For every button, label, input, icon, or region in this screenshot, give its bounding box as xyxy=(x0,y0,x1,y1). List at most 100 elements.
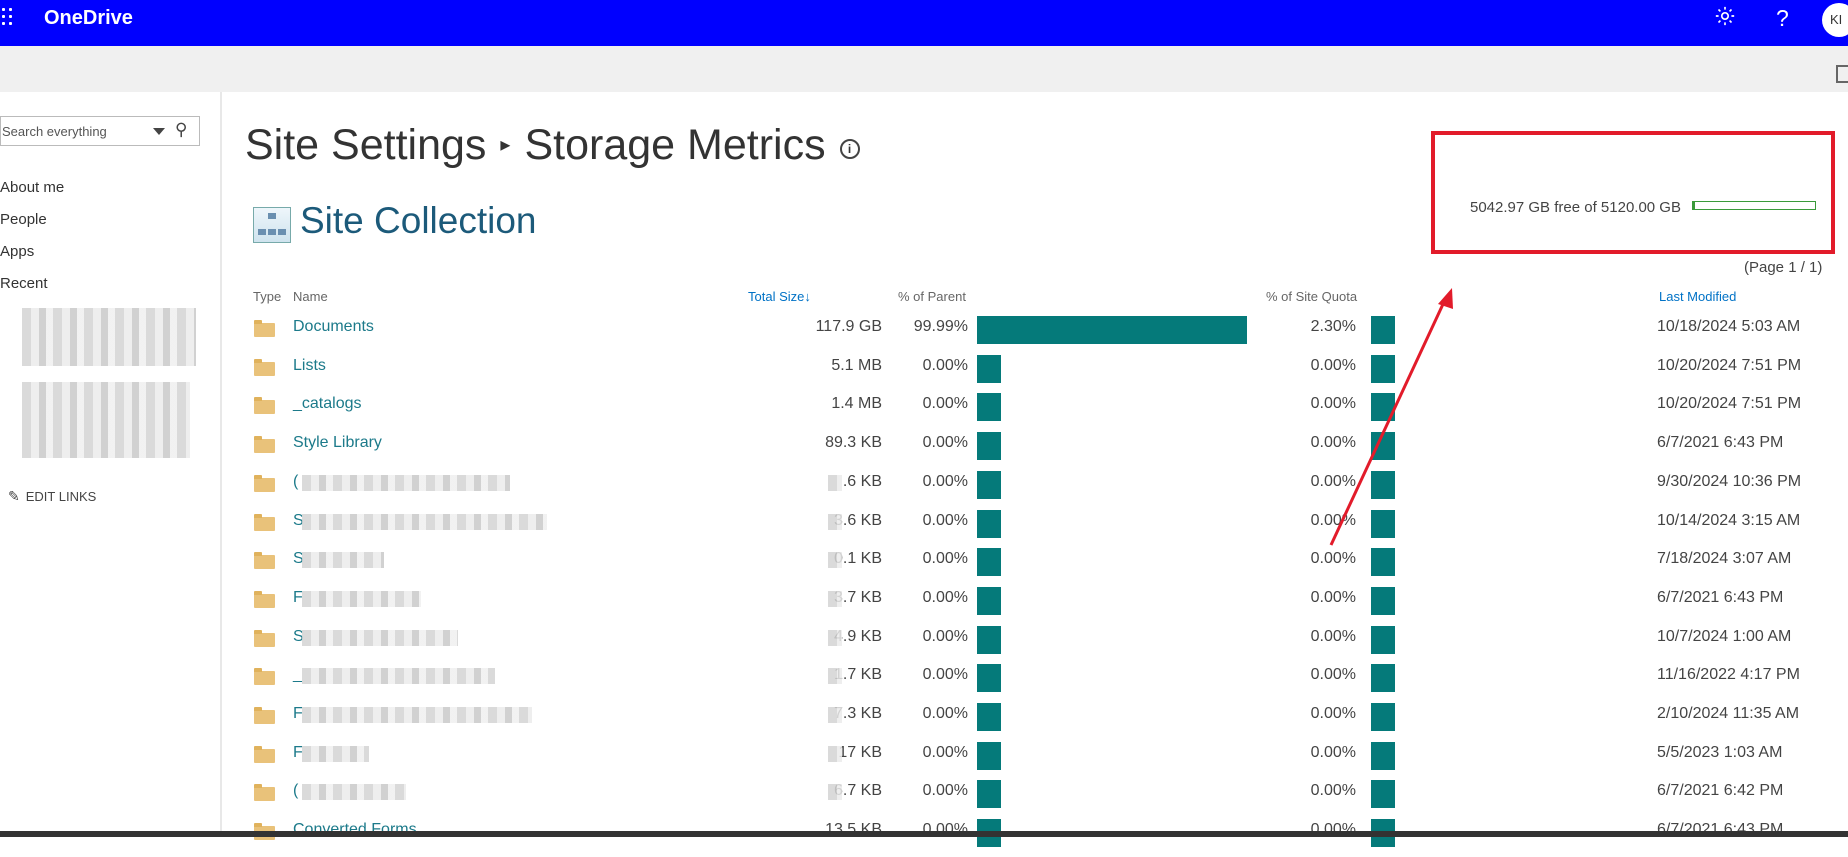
waffle-icon[interactable] xyxy=(0,6,16,30)
table-row: F 17 KB 0.00% 0.00% 5/5/2023 1:03 AM xyxy=(0,741,1848,780)
row-name-link[interactable]: ( xyxy=(293,472,299,490)
row-name-link[interactable]: _ xyxy=(293,666,302,684)
gear-icon[interactable] xyxy=(1714,5,1736,33)
table-row: Style Library 89.3 KB 0.00% 0.00% 6/7/2021 6… xyxy=(0,432,1848,470)
quota-bar xyxy=(1371,470,1395,499)
edit-links-link[interactable]: ✎ EDIT LINKS xyxy=(8,488,96,505)
header-pct-quota: % of Site Quota xyxy=(1266,289,1358,304)
folder-icon xyxy=(254,552,275,570)
row-pct-quota: 0.00% xyxy=(1310,743,1356,761)
ribbon-bar xyxy=(0,46,1848,92)
window-bottom-edge xyxy=(0,831,1848,837)
search-icon[interactable]: ⚲ xyxy=(175,120,188,139)
header-name: Name xyxy=(293,289,328,304)
row-last-modified: 6/7/2021 6:43 PM xyxy=(1657,434,1784,452)
redacted-size xyxy=(828,590,842,607)
row-last-modified: 10/7/2024 1:00 AM xyxy=(1657,627,1792,645)
nav-item-about-me[interactable]: About me xyxy=(0,179,65,196)
parent-bar xyxy=(977,316,1247,344)
row-size: 117.9 GB xyxy=(815,318,882,335)
row-pct-quota: 0.00% xyxy=(1310,356,1356,374)
folder-icon xyxy=(254,436,275,454)
suite-bar: OneDrive ? KI xyxy=(0,0,1848,46)
row-pct-parent: 0.00% xyxy=(922,782,968,800)
parent-bar xyxy=(977,393,1001,422)
quota-bar xyxy=(1371,548,1395,577)
row-size: 5.1 MB xyxy=(831,356,882,374)
nav-item-people[interactable]: People xyxy=(0,211,47,228)
row-pct-quota: 0.00% xyxy=(1310,434,1356,452)
folder-icon xyxy=(254,474,275,492)
row-name-link[interactable]: F xyxy=(293,588,303,606)
avatar[interactable]: KI xyxy=(1822,3,1848,37)
row-pct-parent: 0.00% xyxy=(922,434,968,452)
nav-item-recent[interactable]: Recent xyxy=(0,275,48,292)
row-name-link[interactable]: S xyxy=(293,627,304,645)
sort-descending-icon: ↓ xyxy=(804,289,811,304)
chevron-down-icon[interactable] xyxy=(153,128,165,135)
row-pct-parent: 0.00% xyxy=(922,472,968,490)
folder-icon xyxy=(254,397,275,415)
redacted-size xyxy=(828,668,842,685)
focus-content-icon[interactable] xyxy=(1836,65,1848,83)
row-pct-parent: 0.00% xyxy=(922,550,968,568)
quota-bar xyxy=(1371,393,1395,422)
quota-bar xyxy=(1371,354,1395,383)
folder-icon xyxy=(254,358,275,376)
parent-bar xyxy=(977,703,1001,731)
table-row: Lists 5.1 MB 0.00% 0.00% 10/20/2024 7:51 PM xyxy=(0,354,1848,393)
row-size: .6 KB xyxy=(842,472,882,490)
row-pct-quota: 2.30% xyxy=(1310,318,1356,335)
row-name-link[interactable]: F xyxy=(293,705,303,722)
row-pct-quota: 0.00% xyxy=(1310,588,1356,606)
row-pct-parent: 0.00% xyxy=(922,705,968,722)
quota-bar xyxy=(1692,201,1816,210)
page-title: Site Settings ▸ Storage Metrics i xyxy=(245,121,860,170)
help-icon[interactable]: ? xyxy=(1776,5,1789,31)
redacted-name xyxy=(302,474,510,491)
redacted-name xyxy=(302,668,495,685)
row-last-modified: 6/7/2021 6:43 PM xyxy=(1657,588,1784,606)
redacted-name xyxy=(302,590,421,607)
quota-bar xyxy=(1371,316,1396,344)
info-icon[interactable]: i xyxy=(839,139,860,159)
row-pct-quota: 0.00% xyxy=(1310,666,1356,684)
row-name-link[interactable]: ( xyxy=(293,782,299,800)
row-pct-parent: 0.00% xyxy=(922,666,968,684)
header-total-size[interactable]: Total Size↓ xyxy=(748,289,811,304)
row-last-modified: 10/18/2024 5:03 AM xyxy=(1657,318,1801,335)
parent-bar xyxy=(977,509,1001,538)
parent-bar xyxy=(977,586,1001,615)
breadcrumb-parent[interactable]: Site Settings xyxy=(245,121,487,169)
row-name-link[interactable]: F xyxy=(293,743,303,761)
nav-item-apps[interactable]: Apps xyxy=(0,243,35,260)
parent-bar xyxy=(977,741,1001,770)
row-pct-quota: 0.00% xyxy=(1310,550,1356,568)
row-size: 3.6 KB xyxy=(833,511,882,529)
row-name-link[interactable]: Lists xyxy=(293,356,326,374)
parent-bar xyxy=(977,664,1001,693)
quota-text: 5042.97 GB free of 5120.00 GB xyxy=(1470,199,1681,216)
parent-bar xyxy=(977,780,1001,809)
table-row: S 0.1 KB 0.00% 0.00% 7/18/2024 3:07 AM xyxy=(0,548,1848,586)
quota-bar xyxy=(1371,586,1395,615)
quota-bar xyxy=(1371,741,1395,770)
parent-bar xyxy=(977,470,1001,499)
row-name-link[interactable]: S xyxy=(293,550,304,568)
row-name-link[interactable]: _catalogs xyxy=(293,395,362,413)
table-row: (6.7 KB 0.00% 0.00% 6/7/2021 6:42 PM xyxy=(0,780,1848,818)
folder-icon xyxy=(254,745,275,763)
quota-bar xyxy=(1371,432,1395,461)
site-collection-icon xyxy=(253,207,291,243)
header-last-modified[interactable]: Last Modified xyxy=(1659,289,1737,304)
row-name-link[interactable]: S xyxy=(293,511,304,529)
table-row: _ 1.7 KB 0.00% 0.00% 11/16/2022 4:17 PM xyxy=(0,664,1848,702)
row-size: 1.7 KB xyxy=(833,666,882,684)
search-input[interactable]: Search everything xyxy=(2,124,107,139)
app-brand[interactable]: OneDrive xyxy=(44,7,133,29)
row-size: 17 KB xyxy=(838,743,882,761)
search-box[interactable]: Search everything ⚲ xyxy=(0,116,200,146)
row-pct-quota: 0.00% xyxy=(1310,627,1356,645)
row-name-link[interactable]: Documents xyxy=(293,318,374,335)
row-name-link[interactable]: Style Library xyxy=(293,434,382,452)
